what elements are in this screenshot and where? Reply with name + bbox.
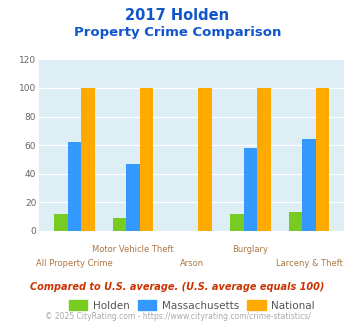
Bar	[54, 214, 67, 231]
Bar	[257, 88, 271, 231]
Bar	[140, 88, 153, 231]
Text: Motor Vehicle Theft: Motor Vehicle Theft	[92, 245, 174, 254]
Text: Compared to U.S. average. (U.S. average equals 100): Compared to U.S. average. (U.S. average …	[30, 282, 325, 292]
Text: 2017 Holden: 2017 Holden	[125, 8, 230, 23]
Legend: Holden, Massachusetts, National: Holden, Massachusetts, National	[65, 296, 319, 315]
Bar	[67, 142, 81, 231]
Bar	[81, 88, 94, 231]
Bar	[302, 140, 316, 231]
Text: All Property Crime: All Property Crime	[36, 259, 113, 268]
Bar	[244, 148, 257, 231]
Text: Larceny & Theft: Larceny & Theft	[276, 259, 343, 268]
Bar	[113, 218, 126, 231]
Bar	[316, 88, 329, 231]
Text: Property Crime Comparison: Property Crime Comparison	[74, 26, 281, 39]
Bar	[289, 213, 302, 231]
Bar	[230, 214, 244, 231]
Text: Burglary: Burglary	[233, 245, 268, 254]
Text: © 2025 CityRating.com - https://www.cityrating.com/crime-statistics/: © 2025 CityRating.com - https://www.city…	[45, 312, 310, 321]
Bar	[198, 88, 212, 231]
Bar	[126, 164, 140, 231]
Text: Arson: Arson	[180, 259, 204, 268]
